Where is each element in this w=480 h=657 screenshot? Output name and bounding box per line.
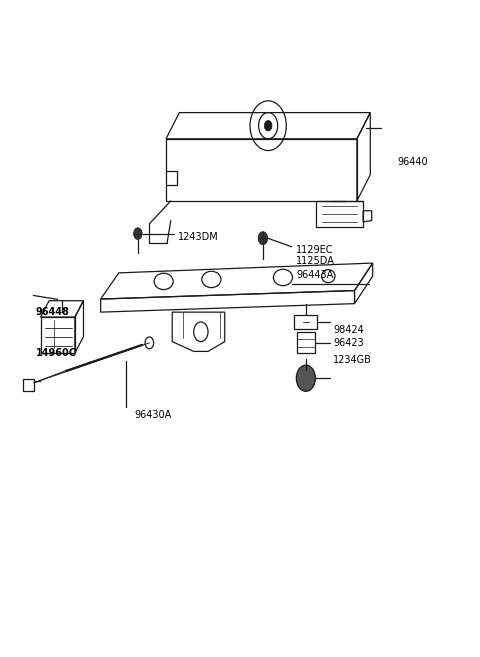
Text: 1243DM: 1243DM xyxy=(178,232,219,242)
Text: 96440: 96440 xyxy=(397,156,428,167)
Text: 98424: 98424 xyxy=(333,325,364,335)
Text: 96423: 96423 xyxy=(333,338,364,348)
Text: 96430A: 96430A xyxy=(134,410,171,420)
Bar xyxy=(294,315,317,329)
Text: 1234GB: 1234GB xyxy=(333,355,372,365)
Circle shape xyxy=(133,228,142,240)
Bar xyxy=(297,332,315,353)
Text: 96443A: 96443A xyxy=(296,270,334,280)
Circle shape xyxy=(296,365,315,392)
Text: 14960C: 14960C xyxy=(36,348,77,358)
Circle shape xyxy=(258,232,268,245)
Text: 96448: 96448 xyxy=(36,307,70,317)
Text: 1125DA: 1125DA xyxy=(296,256,335,266)
Bar xyxy=(24,379,34,391)
Circle shape xyxy=(264,120,272,131)
Text: 1129EC: 1129EC xyxy=(296,245,334,255)
